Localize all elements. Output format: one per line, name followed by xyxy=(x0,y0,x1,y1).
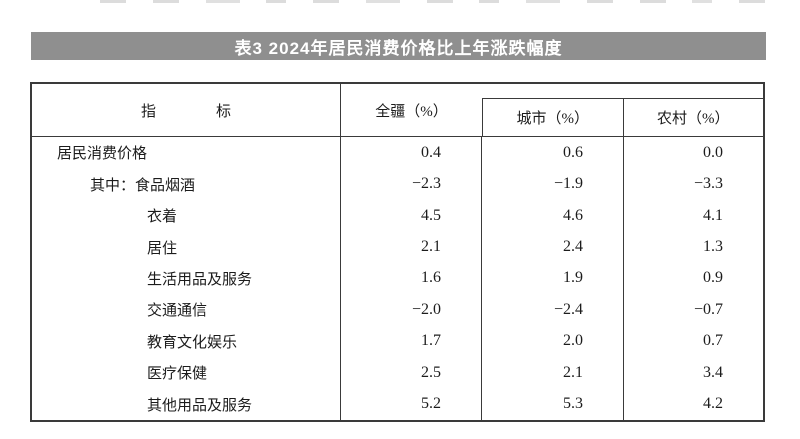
value-rural: −0.7 xyxy=(693,300,723,318)
value-city: 1.9 xyxy=(482,262,624,295)
row-label: 居民消费价格 xyxy=(32,137,341,169)
table-body: 居民消费价格 0.4 0.6 0.0 其中：食品烟酒 −2.3 −1.9 −3.… xyxy=(32,137,763,420)
row-label: 其他用品及服务 xyxy=(32,388,341,420)
clipped-text-fragment xyxy=(365,0,400,3)
clipped-text-fragment xyxy=(426,0,453,3)
clipped-text-fragment xyxy=(526,0,560,3)
value-city: −2.4 xyxy=(482,294,624,326)
value-region: −2.0 xyxy=(341,294,482,326)
row-label: 衣着 xyxy=(32,199,341,232)
value-region: 4.5 xyxy=(341,199,482,232)
header-indicator: 指 标 xyxy=(32,84,341,137)
clipped-text-fragment xyxy=(692,0,713,3)
value-city: 2.1 xyxy=(482,357,624,389)
table-row: 居住 2.1 2.4 1.3 xyxy=(32,231,763,263)
header-subgroup-box: 城市（%） 农村（%） xyxy=(482,98,763,136)
row-label: 居住 xyxy=(32,231,341,263)
clipped-text-fragment xyxy=(205,0,240,3)
table-row: 教育文化娱乐 1.7 2.0 0.7 xyxy=(32,325,763,358)
value-city: 2.0 xyxy=(482,325,624,358)
value-rural: 4.2 xyxy=(703,395,723,413)
value-city: 4.6 xyxy=(482,199,624,232)
clipped-text-fragment xyxy=(479,0,500,3)
value-region: 1.7 xyxy=(341,325,482,358)
row-label: 其中：食品烟酒 xyxy=(32,168,341,200)
clipped-text-fragments xyxy=(100,0,765,4)
table-row: 生活用品及服务 1.6 1.9 0.9 xyxy=(32,262,763,295)
value-region: −2.3 xyxy=(341,168,482,200)
consumer-price-table: 指 标 全疆（%） 城市（%） 农村（%） 居民消费价格 0.4 0.6 0.0… xyxy=(30,82,765,422)
clipped-text-fragment xyxy=(639,0,666,3)
value-rural: 1.3 xyxy=(703,238,723,256)
value-city: 5.3 xyxy=(482,388,624,420)
value-city: 0.6 xyxy=(482,137,624,169)
table-title: 表3 2024年居民消费价格比上年涨跌幅度 xyxy=(234,38,563,58)
clipped-text-fragment xyxy=(100,0,126,3)
table-title-bar: 表3 2024年居民消费价格比上年涨跌幅度 xyxy=(31,32,766,60)
clipped-text-fragment xyxy=(739,0,765,3)
value-city: 2.4 xyxy=(482,231,624,263)
row-label: 教育文化娱乐 xyxy=(32,325,341,358)
value-rural: 3.4 xyxy=(703,363,723,381)
value-city: −1.9 xyxy=(482,168,624,200)
value-rural: −3.3 xyxy=(693,175,723,193)
row-label: 医疗保健 xyxy=(32,357,341,389)
clipped-text-fragment xyxy=(266,0,287,3)
clipped-text-fragment xyxy=(586,0,613,3)
table-row: 医疗保健 2.5 2.1 3.4 xyxy=(32,357,763,389)
clipped-text-fragment xyxy=(152,0,179,3)
value-rural: 0.0 xyxy=(703,143,723,161)
table-row: 衣着 4.5 4.6 4.1 xyxy=(32,199,763,232)
header-region-total: 全疆（%） xyxy=(375,104,448,120)
row-label: 生活用品及服务 xyxy=(32,262,341,295)
table-header-row: 指 标 全疆（%） 城市（%） 农村（%） xyxy=(32,84,763,137)
table-row: 交通通信 −2.0 −2.4 −0.7 xyxy=(32,294,763,326)
value-region: 2.1 xyxy=(341,231,482,263)
table-row: 居民消费价格 0.4 0.6 0.0 xyxy=(32,137,763,169)
value-rural: 0.7 xyxy=(703,332,723,350)
header-city: 城市（%） xyxy=(483,99,624,136)
value-region: 1.6 xyxy=(341,262,482,295)
value-rural: 0.9 xyxy=(703,269,723,287)
table-row: 其他用品及服务 5.2 5.3 4.2 xyxy=(32,388,763,420)
clipped-text-fragment xyxy=(313,0,339,3)
value-region: 5.2 xyxy=(341,388,482,420)
row-label: 交通通信 xyxy=(32,294,341,326)
header-rural: 农村（%） xyxy=(657,111,730,127)
value-region: 2.5 xyxy=(341,357,482,389)
value-rural: 4.1 xyxy=(703,206,723,224)
value-region: 0.4 xyxy=(341,137,482,169)
table-row: 其中：食品烟酒 −2.3 −1.9 −3.3 xyxy=(32,168,763,200)
